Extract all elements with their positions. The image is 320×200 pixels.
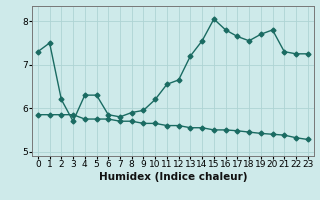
X-axis label: Humidex (Indice chaleur): Humidex (Indice chaleur) xyxy=(99,172,247,182)
